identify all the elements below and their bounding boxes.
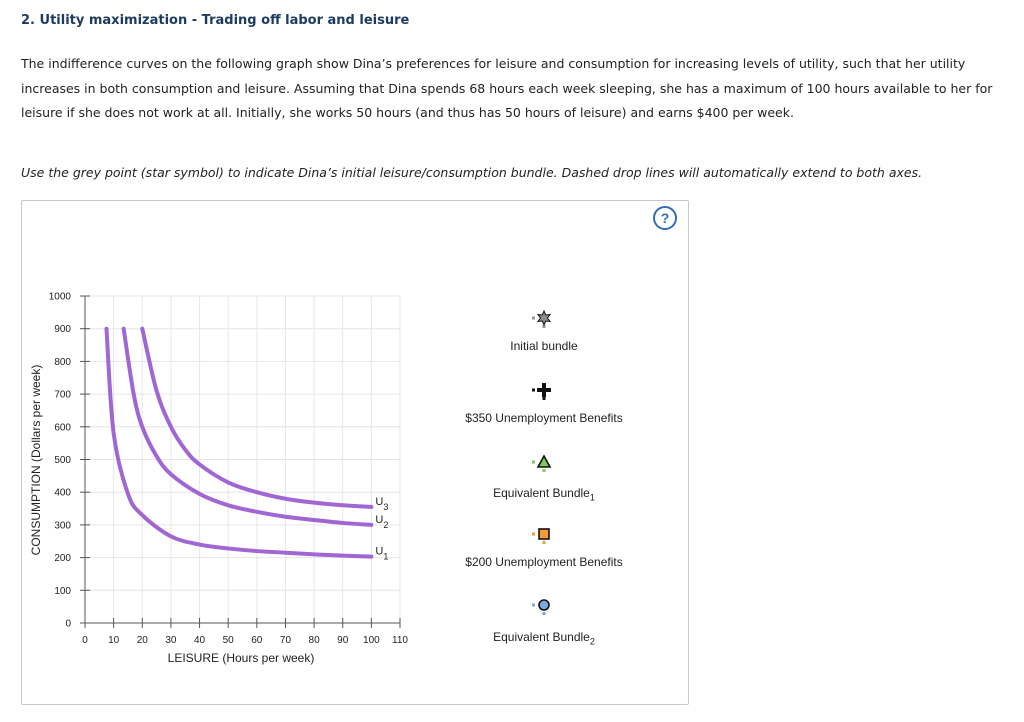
y-tick-label: 400 (54, 488, 71, 499)
tool-star-icon[interactable] (532, 309, 552, 328)
tool-plus-icon[interactable] (532, 383, 551, 400)
legend-label-text: $200 Unemployment Benefits (465, 555, 623, 569)
legend-label-text: Initial bundle (510, 339, 578, 353)
y-tick-label: 500 (54, 455, 71, 466)
legend-label-square: $200 Unemployment Benefits (454, 555, 634, 569)
instruction-text: Use the grey point (star symbol) to indi… (21, 165, 923, 180)
legend-label-text: Equivalent Bundle (493, 630, 590, 644)
x-tick-label: 80 (309, 635, 321, 646)
legend-label-plus: $350 Unemployment Benefits (454, 411, 634, 425)
intro-paragraph: The indifference curves on the following… (21, 56, 993, 120)
y-tick-label: 100 (54, 586, 71, 597)
x-tick-label: 30 (165, 635, 177, 646)
tool-square-icon[interactable] (532, 528, 550, 544)
y-tick-label: 200 (54, 553, 71, 564)
y-tick-label: 1000 (49, 292, 72, 303)
y-axis-label: CONSUMPTION (Dollars per week) (29, 365, 43, 556)
x-tick-label: 50 (223, 635, 235, 646)
legend-label-text: Equivalent Bundle (493, 486, 590, 500)
x-tick-label: 20 (137, 635, 149, 646)
x-axis-label: LEISURE (Hours per week) (168, 651, 315, 665)
x-tick-label: 90 (337, 635, 349, 646)
legend-label-circle: Equivalent Bundle2 (454, 630, 634, 646)
x-tick-label: 10 (108, 635, 120, 646)
indifference-curve-u1 (104, 326, 374, 559)
legend-label-text: $350 Unemployment Benefits (465, 411, 623, 425)
y-tick-label: 800 (54, 357, 71, 368)
x-tick-label: 40 (194, 635, 206, 646)
x-tick-label: 110 (392, 635, 408, 646)
x-tick-label: 70 (280, 635, 292, 646)
y-tick-label: 600 (54, 422, 71, 433)
curve-label-u1: U1 (375, 546, 388, 562)
page-title: 2. Utility maximization - Trading off la… (21, 13, 410, 28)
y-tick-label: 300 (54, 520, 71, 531)
curve-label-u3: U3 (375, 496, 388, 512)
curve-label-u2: U2 (375, 514, 388, 530)
y-tick-label: 0 (65, 619, 71, 630)
legend-label-subscript: 2 (589, 636, 595, 647)
help-icon[interactable]: ? (653, 206, 677, 230)
x-tick-label: 60 (251, 635, 263, 646)
tool-triangle-icon[interactable] (532, 454, 552, 472)
y-tick-label: 700 (54, 390, 71, 401)
x-tick-label: 0 (82, 635, 88, 646)
x-tick-label: 100 (363, 635, 380, 646)
graph-panel (21, 200, 689, 705)
y-tick-label: 900 (54, 324, 71, 335)
tool-circle-icon[interactable] (532, 599, 550, 615)
legend-label-subscript: 1 (589, 492, 595, 503)
indifference-curve-u2 (121, 326, 374, 527)
indifference-curve-u3 (140, 326, 374, 509)
legend-label-triangle: Equivalent Bundle1 (454, 486, 634, 502)
legend-label-star: Initial bundle (454, 339, 634, 353)
